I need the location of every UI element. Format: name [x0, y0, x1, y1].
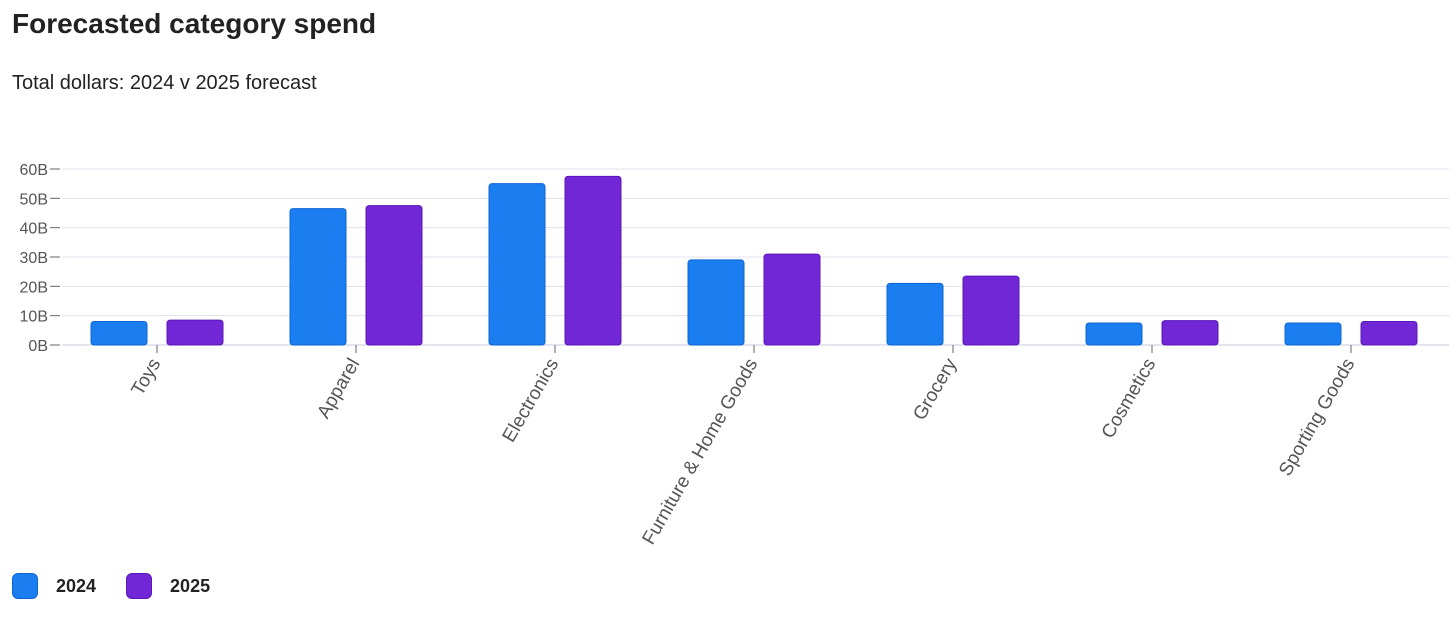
bar-apparel-2024[interactable] — [289, 208, 347, 346]
bar-electronics-2024[interactable] — [488, 183, 546, 346]
y-tick-label: 20B — [20, 279, 48, 296]
x-tick-label-electronics: Electronics — [499, 355, 564, 446]
x-tick-label-sporting-goods: Sporting Goods — [1275, 355, 1359, 480]
y-tick-label: 0B — [28, 338, 48, 355]
bars — [90, 175, 1418, 346]
x-tick-label-toys: Toys — [128, 355, 166, 399]
bar-sporting-goods-2024[interactable] — [1284, 322, 1342, 346]
bar-cosmetics-2025[interactable] — [1161, 320, 1219, 346]
x-tick-label-apparel: Apparel — [313, 355, 364, 422]
y-axis: 0B 10B 20B 30B 40B 50B 60B — [20, 162, 60, 355]
bar-furniture-home-goods-2024[interactable] — [687, 259, 745, 346]
legend-label-2025: 2025 — [170, 575, 211, 596]
y-tick-label: 60B — [20, 162, 48, 179]
legend-item-2024[interactable]: 2024 — [12, 573, 96, 599]
y-tick-label: 30B — [20, 250, 48, 267]
bar-sporting-goods-2025[interactable] — [1360, 321, 1418, 346]
bar-grocery-2024[interactable] — [886, 282, 944, 346]
gridlines — [62, 168, 1449, 346]
legend-swatch-2024 — [12, 573, 38, 599]
legend-swatch-2025 — [126, 573, 153, 599]
y-tick-label: 50B — [20, 191, 48, 208]
legend-label-2024: 2024 — [56, 575, 97, 596]
bar-toys-2024[interactable] — [90, 321, 148, 346]
x-axis-labels: Toys Apparel Electronics Furniture & Home G… — [128, 345, 1359, 548]
legend-item-2025[interactable]: 2025 — [126, 573, 210, 599]
bar-chart: 0B 10B 20B 30B 40B 50B 60B Toys Apparel Electron… — [20, 162, 1449, 548]
bar-grocery-2025[interactable] — [962, 275, 1020, 346]
bar-furniture-home-goods-2025[interactable] — [763, 253, 821, 346]
bar-toys-2025[interactable] — [166, 319, 224, 346]
y-tick-label: 40B — [20, 221, 48, 238]
bar-cosmetics-2024[interactable] — [1085, 322, 1143, 346]
x-tick-label-grocery: Grocery — [909, 355, 961, 424]
x-tick-label-cosmetics: Cosmetics — [1098, 355, 1161, 442]
chart-subtitle: Total dollars: 2024 v 2025 forecast — [12, 72, 317, 94]
legend: 2024 2025 — [12, 573, 240, 599]
y-tick-label: 10B — [20, 309, 48, 326]
chart-title: Forecasted category spend — [12, 8, 377, 39]
bar-apparel-2025[interactable] — [365, 205, 423, 346]
bar-electronics-2025[interactable] — [564, 175, 622, 346]
x-tick-label-furniture-home-goods: Furniture & Home Goods — [639, 355, 763, 548]
